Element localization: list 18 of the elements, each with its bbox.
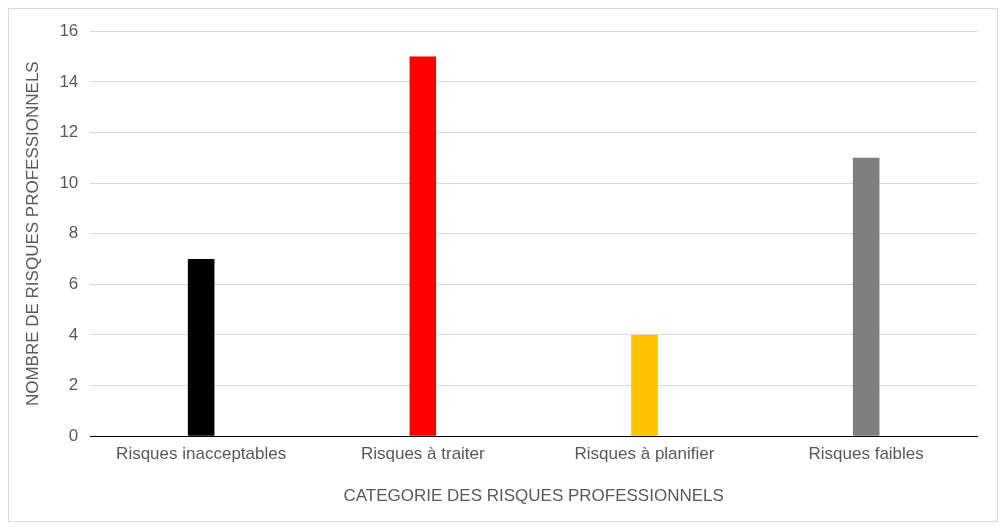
y-tick-label: 10: [59, 172, 79, 192]
x-tick-label: Risques à planifier: [574, 444, 715, 464]
y-tick-label: 2: [68, 375, 79, 395]
y-axis-title: NOMBRE DE RISQUES PROFESSIONNELS: [22, 61, 42, 407]
y-tick-label: 8: [68, 223, 79, 243]
y-tick-label: 12: [59, 122, 79, 142]
bar: [631, 334, 658, 436]
y-tick-label: 14: [59, 71, 79, 91]
y-tick-label: 0: [68, 425, 79, 445]
x-tick-label: Risques à traiter: [360, 444, 486, 464]
bar: [409, 56, 437, 436]
y-tick-label: 16: [59, 20, 79, 40]
x-tick-label: Risques faibles: [808, 444, 924, 464]
y-tick-label: 6: [68, 274, 79, 294]
x-axis-title: CATEGORIE DES RISQUES PROFESSIONNELS: [343, 486, 724, 506]
x-tick-label: Risques inacceptables: [116, 444, 287, 464]
y-tick-label: 4: [68, 324, 79, 344]
bar: [852, 157, 880, 436]
